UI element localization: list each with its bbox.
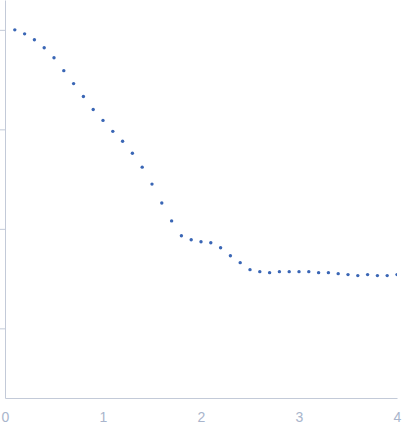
x-tick-label: 3 bbox=[296, 409, 304, 425]
data-point bbox=[219, 246, 222, 249]
chart: 0 1 2 3 4 bbox=[0, 0, 405, 437]
x-tick-label: 1 bbox=[100, 409, 108, 425]
x-tick-label: 0 bbox=[2, 409, 10, 425]
y-tick bbox=[0, 229, 5, 230]
plot: 0 1 2 3 4 bbox=[0, 1, 402, 425]
data-point bbox=[141, 165, 144, 168]
x-tick: 1 bbox=[100, 398, 108, 425]
data-point bbox=[92, 108, 95, 111]
data-point bbox=[101, 119, 104, 122]
y-tick bbox=[0, 129, 5, 130]
x-tick: 4 bbox=[394, 398, 402, 425]
data-point bbox=[288, 270, 291, 273]
data-point bbox=[376, 274, 379, 277]
data-point bbox=[258, 270, 261, 273]
data-point bbox=[190, 238, 193, 241]
data-point bbox=[13, 28, 16, 31]
data-point bbox=[150, 182, 153, 185]
data-point bbox=[278, 270, 281, 273]
x-tick-label: 2 bbox=[198, 409, 206, 425]
data-point bbox=[317, 271, 320, 274]
data-point bbox=[366, 273, 369, 276]
y-axis bbox=[0, 1, 6, 399]
y-tick-mark bbox=[0, 328, 5, 329]
x-axis-line bbox=[6, 398, 398, 399]
x-axis: 0 1 2 3 4 bbox=[2, 398, 402, 425]
y-tick bbox=[0, 328, 5, 329]
data-point bbox=[239, 261, 242, 264]
data-point bbox=[52, 56, 55, 59]
data-point bbox=[170, 219, 173, 222]
data-point bbox=[43, 46, 46, 49]
x-tick-label: 4 bbox=[394, 409, 402, 425]
data-point bbox=[82, 95, 85, 98]
y-tick-mark bbox=[0, 30, 5, 31]
y-tick-mark bbox=[0, 129, 5, 130]
y-axis-line bbox=[5, 1, 6, 399]
data-point bbox=[297, 270, 300, 273]
data-point bbox=[111, 130, 114, 133]
data-point bbox=[229, 254, 232, 257]
data-point bbox=[131, 152, 134, 155]
data-point bbox=[248, 268, 251, 271]
data-point bbox=[395, 273, 397, 276]
data-point bbox=[23, 32, 26, 35]
data-point bbox=[121, 140, 124, 143]
data-point bbox=[160, 201, 163, 204]
data-point bbox=[327, 271, 330, 274]
data-point bbox=[62, 69, 65, 72]
x-tick: 2 bbox=[198, 398, 206, 425]
x-tick: 3 bbox=[296, 398, 304, 425]
y-tick-mark bbox=[0, 229, 5, 230]
data-point bbox=[72, 82, 75, 85]
data-point bbox=[307, 270, 310, 273]
x-tick: 0 bbox=[2, 398, 10, 425]
data-point bbox=[386, 274, 389, 277]
y-tick bbox=[0, 30, 5, 31]
data-point bbox=[356, 274, 359, 277]
data-point bbox=[209, 241, 212, 244]
data-point bbox=[337, 272, 340, 275]
chart-container: 0 1 2 3 4 bbox=[0, 0, 405, 437]
data-point bbox=[268, 271, 271, 274]
points bbox=[13, 28, 397, 277]
data-point bbox=[199, 240, 202, 243]
data-point bbox=[346, 273, 349, 276]
data-point bbox=[180, 234, 183, 237]
data-point bbox=[33, 38, 36, 41]
